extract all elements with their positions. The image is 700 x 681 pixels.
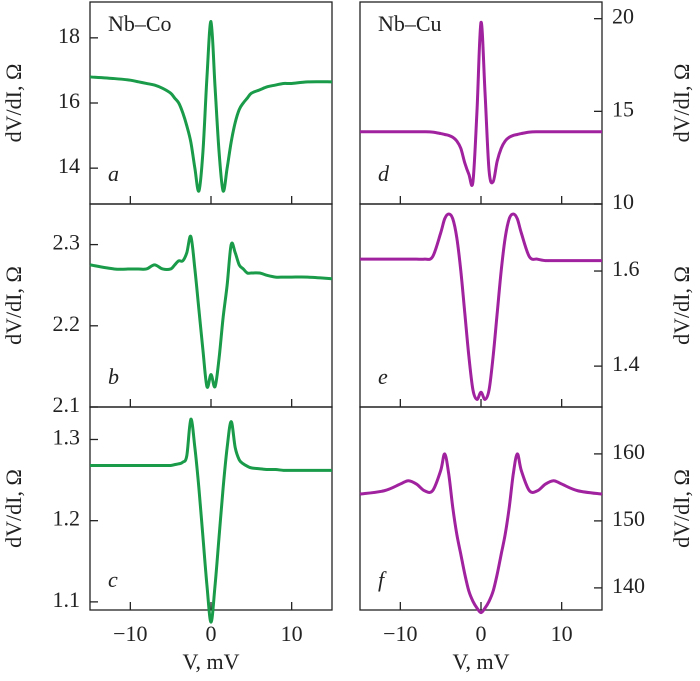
x-tick-label: −10	[113, 621, 147, 646]
data-line	[359, 452, 603, 615]
y-tick-label: 1.6	[612, 256, 640, 281]
panel-letter: e	[378, 364, 388, 389]
y-axis-label: dV/dI, Ω	[1, 64, 26, 143]
y-tick-label: 1.2	[53, 506, 81, 531]
y-tick-label: 2.1	[53, 392, 81, 417]
panel-frame	[89, 406, 333, 611]
y-tick-label: 16	[58, 88, 80, 113]
data-line	[89, 20, 333, 193]
panel-letter: c	[108, 567, 118, 592]
panel-title: Nb–Co	[108, 11, 172, 36]
y-tick-label: 15	[612, 96, 634, 121]
y-axis-label: dV/dI, Ω	[669, 266, 694, 345]
y-axis-label: dV/dI, Ω	[669, 64, 694, 143]
y-tick-label: 1.4	[612, 351, 640, 376]
data-line	[89, 234, 333, 389]
y-axis-label: dV/dI, Ω	[1, 469, 26, 548]
panel-letter: d	[378, 161, 390, 186]
x-tick-label: 10	[281, 621, 303, 646]
y-tick-label: 14	[58, 153, 80, 178]
y-tick-label: 1.1	[53, 587, 81, 612]
x-axis-label: V, mV	[452, 649, 509, 674]
y-tick-label: 140	[612, 573, 645, 598]
x-tick-label: 10	[551, 621, 573, 646]
y-tick-label: 10	[612, 189, 634, 214]
y-tick-label: 160	[612, 439, 645, 464]
data-line	[360, 212, 602, 401]
y-tick-label: 1.3	[53, 425, 81, 450]
y-tick-label: 18	[58, 23, 80, 48]
x-tick-label: 0	[476, 621, 487, 646]
x-tick-label: 0	[206, 621, 217, 646]
y-tick-label: 20	[612, 4, 634, 29]
panel-letter: f	[378, 567, 387, 592]
y-tick-label: 150	[612, 506, 645, 531]
x-axis-label: V, mV	[182, 649, 239, 674]
y-tick-label: 2.3	[53, 230, 81, 255]
panel-frame	[359, 406, 603, 611]
panel-letter: a	[108, 161, 119, 186]
y-axis-label: dV/dI, Ω	[1, 266, 26, 345]
y-axis-label: dV/dI, Ω	[669, 469, 694, 548]
panel-letter: b	[108, 364, 119, 389]
panel-title: Nb–Cu	[378, 11, 442, 36]
data-line	[360, 20, 602, 187]
data-line	[90, 417, 332, 624]
y-tick-label: 2.2	[53, 311, 81, 336]
panel-frame	[359, 203, 603, 408]
x-tick-label: −10	[383, 621, 417, 646]
